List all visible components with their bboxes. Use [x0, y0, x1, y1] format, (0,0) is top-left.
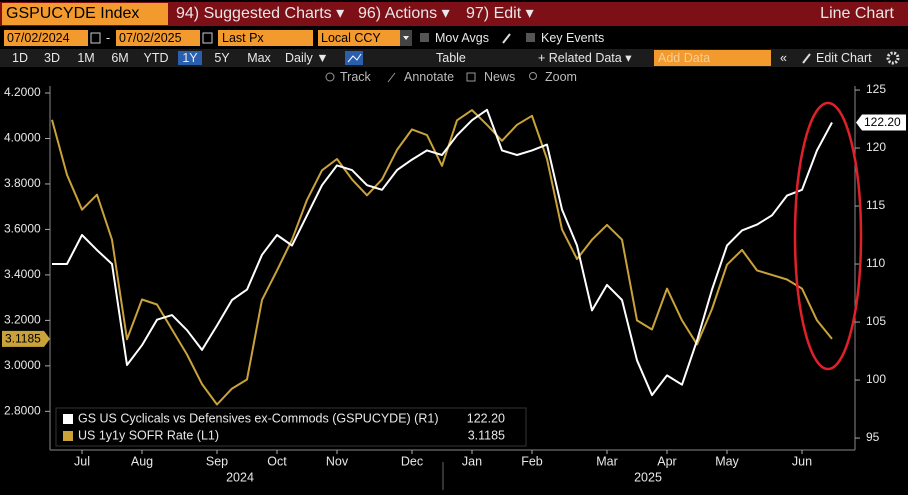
ticker[interactable]: GSPUCYDE Index [6, 5, 139, 22]
period-button[interactable]: 5Y [214, 51, 230, 65]
y-tick-label: 3.8000 [4, 176, 41, 190]
pencil-icon [802, 53, 811, 64]
calendar-icon[interactable] [90, 32, 101, 44]
x-tick-label: Feb [521, 454, 543, 468]
y-tick-label: 3.2000 [4, 313, 41, 327]
year-label: 2025 [634, 470, 662, 484]
x-tick-label: Jul [74, 454, 90, 468]
last-value-tag [856, 114, 906, 131]
period-selected [178, 51, 202, 65]
highlight-ellipse [793, 101, 863, 371]
year-label: 2024 [226, 470, 254, 484]
end-date[interactable]: 07/02/2025 [119, 31, 182, 45]
period-button[interactable]: 1M [77, 51, 94, 65]
related-data[interactable]: + Related Data ▾ [538, 51, 632, 65]
annotate-icon [387, 72, 396, 83]
legend-swatch [63, 414, 73, 424]
y-tick-label: 4.0000 [4, 131, 41, 145]
y2-tick-label: 125 [866, 82, 886, 96]
last-value-tag [2, 330, 50, 347]
date-box[interactable] [4, 30, 88, 46]
y-tick-label: 3.0000 [4, 358, 41, 372]
news-icon [466, 72, 476, 82]
y2-tick-label: 110 [866, 256, 885, 270]
y2-tick-label: 100 [866, 372, 886, 386]
x-tick-label: Jun [792, 454, 812, 468]
series-line [51, 109, 833, 406]
date-separator: - [106, 31, 110, 45]
option[interactable]: Key Events [541, 31, 604, 45]
tool[interactable]: Track [340, 70, 372, 84]
date-box[interactable] [116, 30, 200, 46]
period-button[interactable]: 3D [44, 51, 60, 65]
calendar-icon[interactable] [202, 32, 213, 44]
x-tick-label: Oct [267, 454, 287, 468]
edit-chart[interactable]: Edit Chart [816, 51, 872, 65]
legend-value: 122.20 [467, 411, 505, 425]
checkbox[interactable] [526, 33, 535, 42]
add-data-box[interactable] [654, 50, 771, 66]
period-button[interactable]: Max [247, 51, 271, 65]
currency-box[interactable] [318, 30, 400, 46]
legend-label: GS US Cyclicals vs Defensives ex-Commods… [78, 411, 439, 425]
y2-tick-label: 115 [866, 198, 885, 212]
y-tick-label: 4.2000 [4, 85, 41, 99]
legend-value: 3.1185 [468, 428, 505, 442]
last-value-label: 3.1185 [5, 332, 41, 346]
frequency[interactable]: Daily ▼ [285, 51, 329, 65]
legend-label: US 1y1y SOFR Rate (L1) [78, 428, 219, 442]
pencil-icon [502, 33, 511, 44]
legend-swatch [63, 431, 73, 441]
collapse[interactable]: « [780, 51, 787, 65]
x-tick-label: Mar [596, 454, 618, 468]
x-tick-label: Jan [462, 454, 482, 468]
last-value-label: 122.20 [864, 115, 901, 129]
settings-icon[interactable] [886, 51, 900, 65]
series-line [52, 108, 833, 397]
y2-tick-label: 95 [866, 430, 880, 444]
menu[interactable]: 97) Edit ▾ [466, 5, 534, 22]
start-date[interactable]: 07/02/2024 [7, 31, 70, 45]
ticker-box[interactable] [2, 3, 168, 25]
x-tick-label: May [715, 454, 739, 468]
option[interactable]: Mov Avgs [435, 31, 489, 45]
period-button[interactable]: YTD [144, 51, 169, 65]
track-icon [325, 72, 335, 82]
x-tick-label: Sep [206, 454, 228, 468]
view-name: Line Chart [820, 5, 894, 22]
field[interactable]: Last Px [222, 31, 264, 45]
menu[interactable]: 94) Suggested Charts ▾ [176, 5, 344, 22]
chart-type-icon [347, 53, 362, 63]
x-tick-label: Dec [401, 454, 423, 468]
period-button[interactable]: 1D [12, 51, 28, 65]
y-tick-label: 3.6000 [4, 222, 41, 236]
menu[interactable]: 96) Actions ▾ [358, 5, 450, 22]
x-tick-label: Apr [657, 454, 676, 468]
currency[interactable]: Local CCY [321, 31, 381, 45]
plot: 2.8000 3.0000 3.2000 3.4000 3.6000 3.8000 4.00… [4, 82, 886, 484]
tool[interactable]: News [484, 70, 515, 84]
y2-tick-label: 120 [866, 140, 886, 154]
table-button[interactable]: Table [436, 51, 466, 65]
x-tick-label: Nov [326, 454, 349, 468]
y2-tick-label: 105 [866, 314, 886, 328]
legend [55, 407, 527, 447]
y-tick-label: 3.4000 [4, 267, 41, 281]
tool[interactable]: Annotate [404, 70, 454, 84]
checkbox[interactable] [420, 33, 429, 42]
chart-type-button[interactable] [345, 51, 363, 65]
period-button[interactable]: 1Y [182, 51, 198, 65]
tool[interactable]: Zoom [545, 70, 577, 84]
dropdown-arrow [403, 36, 409, 40]
field-box[interactable] [218, 30, 313, 46]
add-data[interactable]: Add Data [658, 51, 710, 65]
y-tick-label: 2.8000 [4, 404, 41, 418]
period-group: 1D 3D 1M 6M YTD 1Y 5Y Max [12, 51, 272, 65]
x-tick-label: Aug [131, 454, 153, 468]
period-button[interactable]: 6M [111, 51, 128, 65]
zoom-icon [529, 72, 537, 80]
